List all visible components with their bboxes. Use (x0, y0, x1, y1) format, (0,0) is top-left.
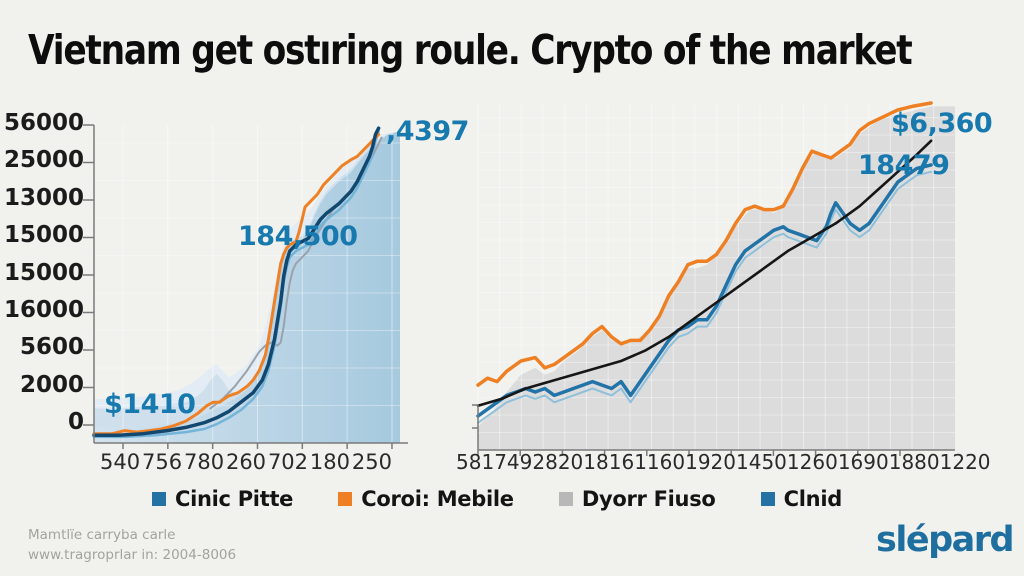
source-note: Mamtlïe carryba carle www.tragroprlar in… (28, 525, 236, 566)
page-title: Vietnam get ostıring roule. Crypto of th… (28, 26, 913, 74)
chart-legend: Cinic Pitte Coroi: Mebile Dyorr Fiuso Clnid (152, 487, 842, 511)
legend-item: Coroi: Mebile (338, 487, 514, 511)
x-tick-label: 1160 (634, 450, 686, 474)
x-tick-label: 1920 (685, 450, 736, 474)
annotation-right-second: 18479 (858, 150, 950, 181)
legend-label: Cinic Pitte (175, 487, 294, 511)
annotation-mid-value: 184,500 (238, 221, 358, 252)
x-tick-label: 540 (100, 450, 141, 474)
legend-label: Clnid (783, 487, 843, 511)
source-note-line1: Mamtlïe carryba carle (28, 527, 176, 543)
annotation-start-value: $1410 (104, 389, 196, 420)
x-tick-label: 1690 (837, 450, 889, 474)
x-tick-label: 1816 (583, 450, 635, 474)
x-tick-label: 260 (225, 450, 267, 474)
y-tick-label: 25000 (3, 147, 84, 174)
x-tick-label: 581 (456, 450, 495, 474)
annotation-peak-value: ,4397 (386, 116, 469, 147)
legend-item: Dyorr Fiuso (558, 487, 716, 511)
y-tick-label: 15000 (3, 259, 84, 286)
left-chart (83, 124, 408, 449)
brand-logo: slépard (876, 520, 1015, 560)
x-tick-label: 1220 (939, 450, 991, 474)
y-tick-label: 16000 (3, 296, 84, 323)
x-tick-label: 1260 (786, 450, 838, 474)
x-tick-label: 1880 (888, 450, 940, 474)
left-chart-x-axis-labels: 540 756 780 260 702 180 250 (100, 452, 392, 473)
source-note-line2: www.tragroprlar in: 2004-8006 (28, 547, 237, 564)
x-tick-label: 756 (141, 450, 183, 474)
legend-swatch-icon (558, 492, 573, 506)
y-tick-label: 15000 (3, 222, 84, 249)
x-tick-label: 780 (183, 450, 225, 474)
legend-label: Coroi: Mebile (361, 487, 514, 511)
legend-label: Dyorr Fiuso (581, 487, 716, 511)
y-tick-label: 2000 (19, 371, 84, 398)
y-tick-label: 56000 (3, 110, 84, 136)
x-tick-label: 180 (309, 450, 351, 474)
left-chart-y-axis-labels: 56000 25000 13000 15000 15000 16000 5600 2000 0 (3, 110, 84, 435)
right-chart-x-axis-labels: 581 749 2820 1816 1160 1920 1450 1260 1690 1880 12… (456, 450, 991, 474)
x-tick-label: 250 (351, 450, 392, 474)
y-tick-label: 13000 (3, 184, 84, 211)
legend-item: Clnid (760, 487, 843, 511)
x-tick-label: 1450 (736, 450, 787, 474)
x-tick-label: 749 (494, 450, 533, 474)
legend-swatch-icon (152, 492, 166, 506)
legend-swatch-icon (338, 492, 353, 506)
y-tick-label: 0 (67, 409, 84, 435)
x-tick-label: 702 (267, 450, 309, 474)
legend-item: Cinic Pitte (152, 487, 293, 511)
right-chart (472, 101, 955, 456)
y-tick-label: 5600 (19, 334, 84, 361)
x-tick-label: 2820 (532, 450, 584, 474)
legend-swatch-icon (760, 492, 775, 506)
annotation-right-top: $6,360 (891, 108, 993, 139)
